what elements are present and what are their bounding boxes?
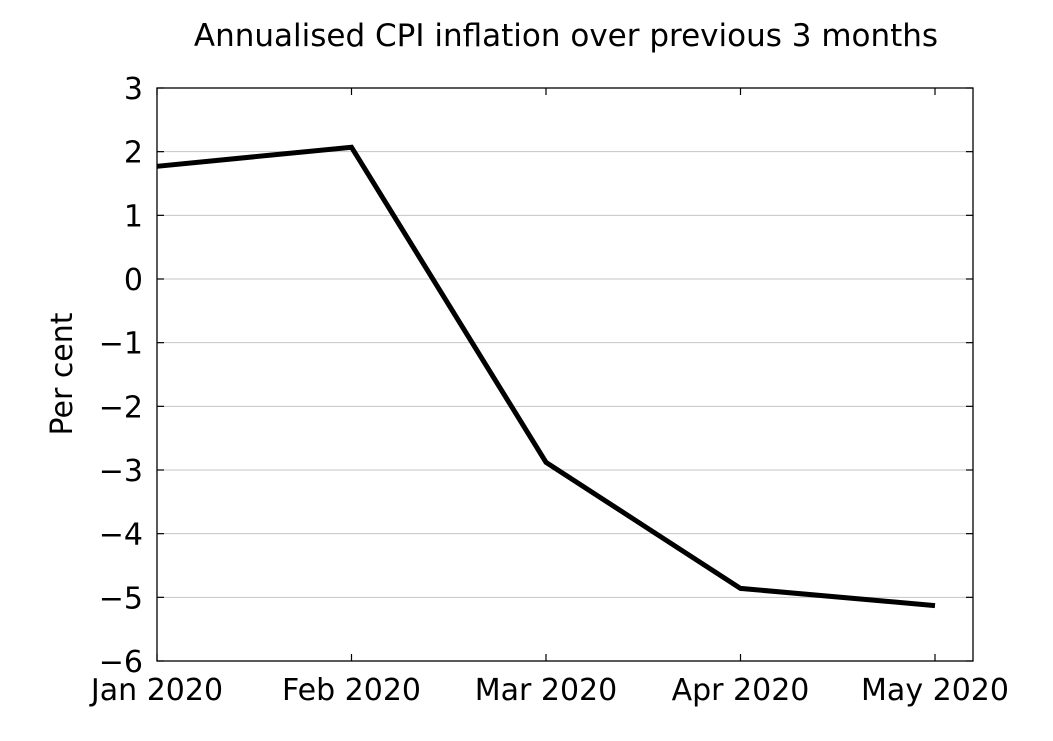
y-tick-label: 3 [124,72,143,107]
plot-area-frame [156,87,974,662]
x-tick-label: Apr 2020 [672,673,810,708]
y-tick-label: −3 [99,454,143,489]
y-tick-label: 1 [124,199,143,234]
y-tick-label: −2 [99,390,143,425]
y-axis-tick-labels: 3 2 1 0 −1 −2 −3 −4 −5 −6 [99,72,143,680]
chart-title: Annualised CPI inflation over previous 3… [194,18,938,54]
y-axis-label: Per cent [45,312,80,435]
x-tick-label: Feb 2020 [282,673,421,708]
x-tick-label: Mar 2020 [475,673,618,708]
y-tick-label: −5 [99,581,143,616]
y-tick-label: −4 [99,518,143,553]
y-tick-label: −1 [99,327,143,362]
x-axis-tick-labels: Jan 2020 Feb 2020 Mar 2020 Apr 2020 May 2020 [89,673,1009,708]
x-tick-label: May 2020 [861,673,1009,708]
axis-ticks [156,87,973,662]
x-tick-label: Jan 2020 [89,673,223,708]
series-line [156,144,936,609]
y-tick-label: 0 [124,263,143,298]
series-layer [156,144,936,609]
y-tick-label: −6 [99,645,143,680]
y-tick-label: 2 [124,136,143,171]
gridlines [157,151,973,598]
